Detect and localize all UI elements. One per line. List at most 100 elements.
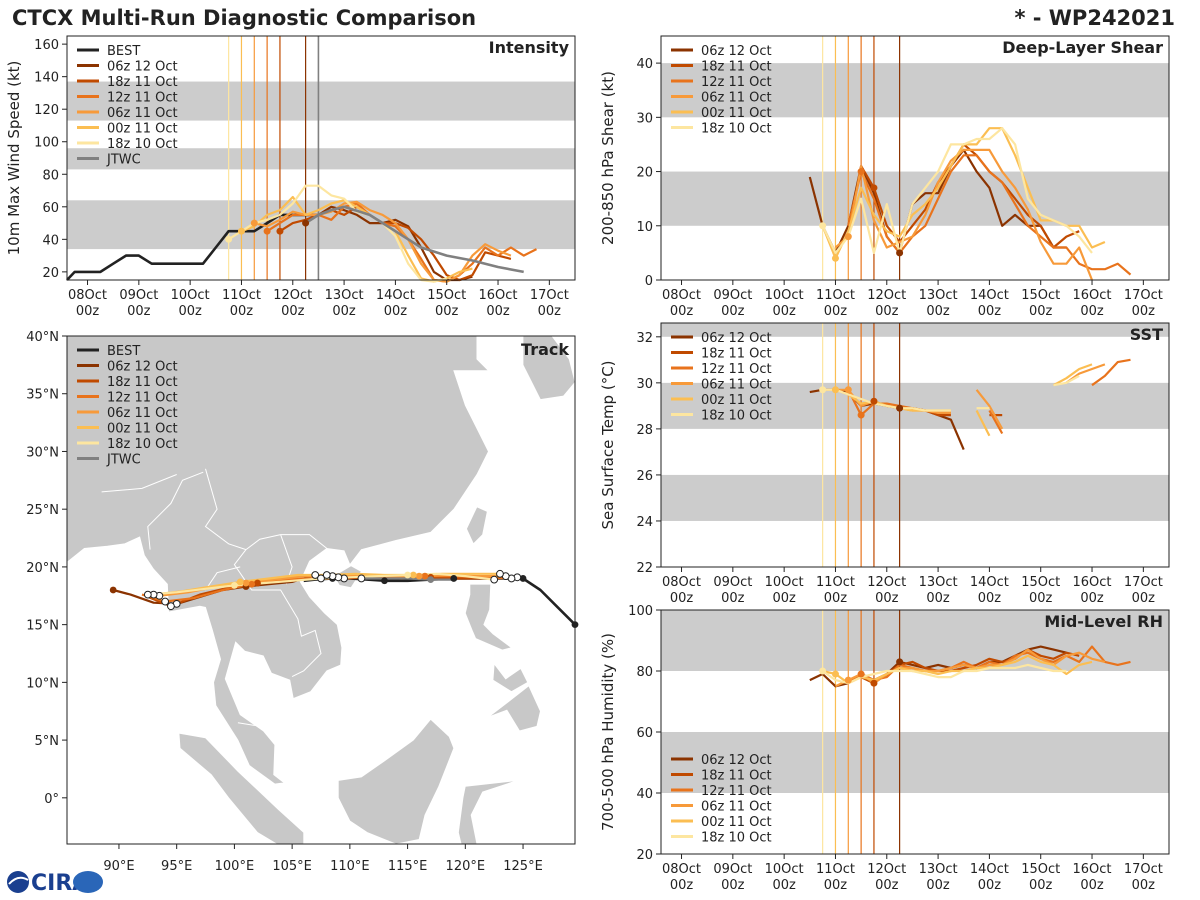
rh-xtick-sublabel: 00z: [875, 878, 899, 893]
landmass-japan: [574, 392, 575, 418]
shear-frame: [660, 35, 1170, 281]
sst-legend-label-06z-11-oct: 06z 11 Oct: [701, 378, 772, 393]
map-border-4: [237, 722, 260, 727]
intensity-xtick-label: 11Oct: [222, 288, 261, 303]
sst-xtick-label: 16Oct: [1073, 575, 1112, 590]
intensity-xtick-label: 14Oct: [376, 288, 415, 303]
shear-xtick-label: 16Oct: [1073, 288, 1112, 303]
rh-ylabel: 700-500 hPa Humidity (%): [599, 633, 617, 831]
track-legend-label-06z-11-oct: 06z 11 Oct: [107, 406, 178, 421]
sst-xtick-sublabel: 00z: [1080, 591, 1104, 606]
intensity-xtick-sublabel: 00z: [281, 304, 305, 319]
shear-init-point-06z-11-oct: [844, 233, 852, 241]
sst-xtick-label: 14Oct: [970, 575, 1009, 590]
shear-legend-label-18z-11-oct: 18z 11 Oct: [701, 60, 772, 75]
sst-frame: [660, 322, 1170, 568]
rh-ytick-label: 80: [636, 665, 653, 680]
map-lat-label: 0°: [44, 792, 59, 807]
rh-legend-label-00z-11-oct: 00z 11 Oct: [701, 815, 772, 830]
map-lat-label: 25°N: [26, 503, 59, 518]
rh-xtick-sublabel: 00z: [926, 878, 950, 893]
rh-panel: 2040608010008Oct00z09Oct00z10Oct00z11Oct…: [599, 604, 1170, 893]
rh-xtick-label: 16Oct: [1073, 862, 1112, 877]
intensity-ylabel: 10m Max Wind Speed (kt): [5, 61, 23, 256]
rh-xtick-label: 17Oct: [1124, 862, 1163, 877]
track-point-jtwc: [357, 574, 366, 583]
rh-init-point-06z-12-oct: [896, 658, 904, 666]
sst-legend-label-12z-11-oct: 12z 11 Oct: [701, 362, 772, 377]
sst-xtick-sublabel: 00z: [824, 591, 848, 606]
rh-xtick-sublabel: 00z: [1080, 878, 1104, 893]
intensity-xtick-sublabel: 00z: [178, 304, 202, 319]
sst-init-point-06z-12-oct: [896, 404, 904, 412]
shear-xtick-sublabel: 00z: [772, 304, 796, 319]
sst-ytick-label: 26: [636, 469, 653, 484]
track-point-12z-11-oct: [248, 580, 256, 588]
sst-xtick-label: 13Oct: [919, 575, 958, 590]
map-lat-label: 35°N: [26, 388, 59, 403]
intensity-band-1: [67, 148, 575, 170]
sst-legend-label-06z-12-oct: 06z 12 Oct: [701, 331, 772, 346]
landmass-luzon: [464, 583, 513, 651]
rh-title: Mid-Level RH: [1044, 612, 1163, 631]
map-lon-label: 100°E: [215, 859, 255, 874]
track-point-12z-11-oct: [161, 597, 170, 606]
shear-ytick-label: 30: [636, 111, 653, 126]
sst-series-06z-11-oct-1: [975, 389, 1004, 430]
intensity-ytick-label: 100: [34, 136, 59, 151]
intensity-xtick-sublabel: 00z: [538, 304, 562, 319]
landmass-mindanao: [488, 685, 541, 732]
shear-legend-label-00z-11-oct: 00z 11 Oct: [701, 106, 772, 121]
sst-xtick-sublabel: 00z: [875, 591, 899, 606]
track-series-jtwc: [361, 577, 454, 581]
landmass-korea: [522, 336, 575, 400]
sst-xtick-sublabel: 00z: [978, 591, 1002, 606]
rh-xtick-label: 13Oct: [919, 862, 958, 877]
intensity-ytick-label: 60: [42, 201, 59, 216]
track-point-12z-11-oct: [421, 572, 429, 580]
sst-series-12z-11-oct-2: [1091, 358, 1131, 387]
rh-legend-label-12z-11-oct: 12z 11 Oct: [701, 784, 772, 799]
rh-xtick-label: 10Oct: [765, 862, 804, 877]
shear-ytick-label: 0: [645, 274, 653, 289]
rh-xtick-sublabel: 00z: [670, 878, 694, 893]
track-point-best: [450, 575, 458, 582]
rh-xtick-label: 08Oct: [662, 862, 701, 877]
intensity-xtick-label: 16Oct: [479, 288, 518, 303]
track-panel: 90°E 95°E 100°E 105°E 110°E 115°E 120°E 125°E 0°…: [26, 330, 579, 874]
map-lon-label: 105°E: [272, 859, 312, 874]
rh-band-0: [661, 732, 1169, 793]
map-lat-label: 40°N: [26, 330, 59, 345]
sst-band-0: [661, 474, 1169, 521]
intensity-series-06z-11-oct-0: [254, 200, 512, 283]
intensity-frame: [66, 35, 576, 281]
track-point-18z-11-oct: [167, 602, 175, 611]
rh-init-point-00z-11-oct: [831, 670, 839, 678]
intensity-legend-label-best: BEST: [107, 44, 140, 59]
map-lon-label: 125°E: [503, 859, 543, 874]
rh-ytick-label: 20: [636, 848, 653, 863]
track-legend-label-jtwc: JTWC: [106, 453, 141, 468]
rh-series-06z-11-oct-0: [835, 648, 1106, 688]
sst-xtick-sublabel: 00z: [721, 591, 745, 606]
intensity-ytick-label: 40: [42, 233, 59, 248]
map-frame: [66, 335, 576, 845]
sst-xtick-label: 10Oct: [765, 575, 804, 590]
rh-legend-label-06z-12-oct: 06z 12 Oct: [701, 753, 772, 768]
sst-init-point-00z-11-oct: [831, 386, 839, 394]
rh-ytick-label: 60: [636, 726, 653, 741]
intensity-legend-label-12z-11-oct: 12z 11 Oct: [107, 91, 178, 106]
map-border-5: [147, 471, 204, 550]
rh-xtick-label: 12Oct: [867, 862, 906, 877]
intensity-xtick-sublabel: 00z: [435, 304, 459, 319]
shear-xtick-label: 14Oct: [970, 288, 1009, 303]
track-legend-label-12z-11-oct: 12z 11 Oct: [107, 391, 178, 406]
sst-xtick-label: 11Oct: [816, 575, 855, 590]
sst-init-point-06z-11-oct: [844, 386, 852, 394]
rh-series-00z-11-oct-0: [822, 654, 1093, 685]
rh-xtick-label: 09Oct: [713, 862, 752, 877]
shear-ytick-label: 40: [636, 57, 653, 72]
shear-xtick-label: 09Oct: [713, 288, 752, 303]
map-lat-label: 20°N: [26, 561, 59, 576]
intensity-ytick-label: 160: [34, 38, 59, 53]
